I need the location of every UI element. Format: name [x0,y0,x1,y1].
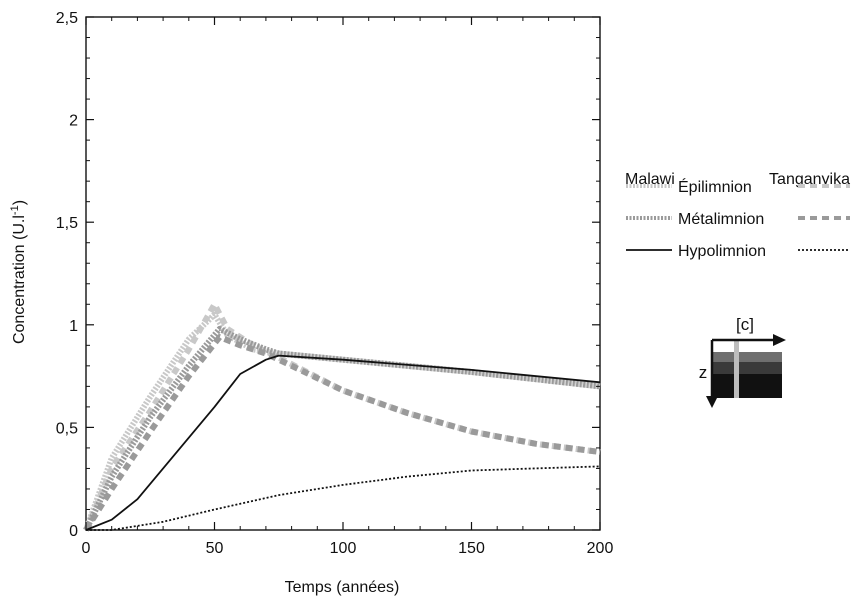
series-group [83,301,601,532]
series-line-hypolimnion-malawi [85,354,601,531]
inset-upper-layer [712,352,782,362]
legend-label-metalimnion: Métalimnion [678,211,764,228]
plot-frame [85,16,601,531]
inset-arrow-down-head [706,396,718,408]
inset-depth-label: z [699,363,708,382]
x-tick-label: 200 [587,540,614,557]
y-tick-label: 0,5 [56,420,78,437]
lake-profile-inset: [c] z [699,315,786,408]
legend-label-hypolimnion: Hypolimnion [678,243,766,260]
x-tick-label: 0 [82,540,91,557]
inset-arrow-right-head [773,334,786,346]
y-axis-title: Concentration (U.l-1) [9,200,28,344]
inset-concentration-label: [c] [736,315,754,334]
inset-bottom-layer [712,374,782,398]
y-tick-label: 1,5 [56,215,78,232]
y-axis-title-superscript: -1 [9,205,21,215]
legend-swatches [626,184,850,251]
inset-profile-line [734,340,739,398]
legend-heading-malawi: Malawi [625,171,675,188]
y-axis-title-main: Concentration (U.l [11,215,28,344]
x-tick-label: 100 [330,540,357,557]
x-axis-title: Temps (années) [285,579,400,596]
y-tick-label: 0 [69,523,78,540]
legend: Malawi Tanganyika Épilimnion Métalimnion… [625,171,850,260]
y-tick-label: 1 [69,318,78,335]
x-tick-label: 50 [206,540,224,557]
series-line-mtalimnion-tanganyika [83,334,601,532]
y-axis-title-close: ) [11,200,28,205]
series-line-pilimnion-malawi [83,311,601,532]
plot-area [85,16,601,531]
y-tick-label: 2,5 [56,10,78,27]
series-line-hypolimnion-tanganyika [86,465,601,531]
legend-heading-tanganyika: Tanganyika [769,171,850,188]
y-tick-label: 2 [69,113,78,130]
x-tick-label: 150 [458,540,485,557]
axis-ticks: 0 50 100 150 200 0 0,5 1 1,5 2 2,5 [56,10,614,557]
inset-middle-layer [712,362,782,374]
legend-label-epilimnion: Épilimnion [678,177,752,196]
